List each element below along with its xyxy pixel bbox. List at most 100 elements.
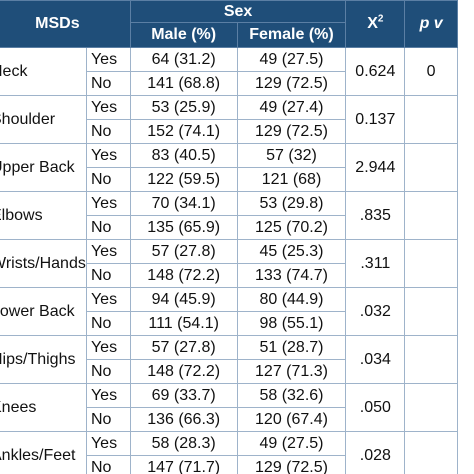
- chi-square-cell: 0.137: [345, 95, 406, 144]
- chi-square-cell: .835: [345, 191, 406, 240]
- chi-square-header-sup: 2: [377, 13, 384, 25]
- yes-label-cell: Yes: [85, 431, 131, 456]
- region-cell: Upper Back: [0, 143, 87, 192]
- male-no-cell: 111 (54.1): [129, 311, 238, 336]
- female-no-cell: 125 (70.2): [236, 215, 347, 240]
- male-no-cell: 148 (72.2): [129, 263, 238, 288]
- male-no-cell: 136 (66.3): [129, 407, 238, 432]
- male-no-cell: 147 (71.7): [129, 455, 238, 474]
- p-value-cell: [404, 95, 458, 144]
- region-cell: Neck: [0, 47, 87, 96]
- female-yes-cell: 49 (27.5): [236, 431, 347, 456]
- no-label-cell: No: [85, 71, 131, 96]
- table-row: No 148 (72.2) 133 (74.7): [0, 263, 458, 288]
- table-row: No 122 (59.5) 121 (68): [0, 167, 458, 192]
- table-row: KneesYes69 (33.7)58 (32.6).050: [0, 383, 458, 432]
- table-row: No 141 (68.8) 129 (72.5): [0, 71, 458, 96]
- p-value-header-text: p v: [419, 15, 443, 32]
- chi-square-header-text: X: [367, 15, 378, 32]
- female-no-cell: 129 (72.5): [236, 455, 347, 474]
- no-label-cell: No: [85, 119, 131, 144]
- yes-label-cell: Yes: [85, 143, 131, 168]
- msds-header: MSDs: [0, 0, 131, 48]
- chi-square-cell: .050: [345, 383, 406, 432]
- p-value-cell: [404, 383, 458, 432]
- female-yes-cell: 57 (32): [236, 143, 347, 168]
- chi-square-header: X2: [345, 0, 406, 48]
- male-yes-cell: 64 (31.2): [129, 47, 238, 72]
- table-row: ElbowsYes70 (34.1)53 (29.8).835: [0, 191, 458, 240]
- p-value-cell: [404, 143, 458, 192]
- male-no-cell: 152 (74.1): [129, 119, 238, 144]
- table-row: No 152 (74.1) 129 (72.5): [0, 119, 458, 144]
- p-value-cell: [404, 191, 458, 240]
- p-value-cell: [404, 239, 458, 288]
- region-cell: Knees: [0, 383, 87, 432]
- yes-label-cell: Yes: [85, 383, 131, 408]
- table-row: Wrists/Hands Yes 57 (27.8) 45 (25.3) .311: [0, 239, 458, 288]
- region-cell: Lower Back: [0, 287, 87, 336]
- table-row: ShoulderYes53 (25.9)49 (27.4)0.137: [0, 95, 458, 144]
- no-label-cell: No: [85, 359, 131, 384]
- chi-square-cell: .311: [345, 239, 406, 288]
- no-label-cell: No: [85, 215, 131, 240]
- female-no-cell: 129 (72.5): [236, 119, 347, 144]
- male-yes-cell: 53 (25.9): [129, 95, 238, 120]
- chi-square-cell: .028: [345, 431, 406, 474]
- female-yes-cell: 58 (32.6): [236, 383, 347, 408]
- no-label-cell: No: [85, 455, 131, 474]
- no-label-cell: No: [85, 311, 131, 336]
- female-yes-cell: 51 (28.7): [236, 335, 347, 360]
- sex-header: Sex: [129, 0, 347, 23]
- chi-square-cell: 2.944: [345, 143, 406, 192]
- male-no-cell: 141 (68.8): [129, 71, 238, 96]
- yes-label-cell: Yes: [85, 95, 131, 120]
- female-yes-cell: 80 (44.9): [236, 287, 347, 312]
- male-header: Male (%): [129, 22, 238, 48]
- male-yes-cell: 57 (27.8): [129, 239, 238, 264]
- male-yes-cell: 94 (45.9): [129, 287, 238, 312]
- male-yes-cell: 57 (27.8): [129, 335, 238, 360]
- no-label-cell: No: [85, 407, 131, 432]
- female-yes-cell: 45 (25.3): [236, 239, 347, 264]
- yes-label-cell: Yes: [85, 191, 131, 216]
- chi-square-cell: .032: [345, 287, 406, 336]
- p-value-cell: 0: [404, 47, 458, 96]
- male-yes-cell: 69 (33.7): [129, 383, 238, 408]
- female-yes-cell: 49 (27.5): [236, 47, 347, 72]
- p-value-header: p v: [404, 0, 458, 48]
- region-cell: Hips/Thighs: [0, 335, 87, 384]
- male-no-cell: 148 (72.2): [129, 359, 238, 384]
- table-row: No 136 (66.3) 120 (67.4): [0, 407, 458, 432]
- female-yes-cell: 53 (29.8): [236, 191, 347, 216]
- female-no-cell: 121 (68): [236, 167, 347, 192]
- region-cell: Wrists/Hands: [0, 239, 87, 288]
- female-no-cell: 127 (71.3): [236, 359, 347, 384]
- yes-label-cell: Yes: [85, 239, 131, 264]
- male-yes-cell: 70 (34.1): [129, 191, 238, 216]
- table-row: No 135 (65.9) 125 (70.2): [0, 215, 458, 240]
- chi-square-cell: 0.624: [345, 47, 406, 96]
- p-value-cell: [404, 335, 458, 384]
- female-no-cell: 98 (55.1): [236, 311, 347, 336]
- female-no-cell: 120 (67.4): [236, 407, 347, 432]
- chi-square-cell: .034: [345, 335, 406, 384]
- region-cell: Shoulder: [0, 95, 87, 144]
- male-no-cell: 122 (59.5): [129, 167, 238, 192]
- female-header: Female (%): [236, 22, 347, 48]
- table-row: No 147 (71.7) 129 (72.5): [0, 455, 458, 474]
- table-header: MSDs Sex X2 p v Male (%) Female (%): [0, 0, 458, 48]
- yes-label-cell: Yes: [85, 335, 131, 360]
- region-cell: Elbows: [0, 191, 87, 240]
- male-yes-cell: 58 (28.3): [129, 431, 238, 456]
- no-label-cell: No: [85, 263, 131, 288]
- female-no-cell: 133 (74.7): [236, 263, 347, 288]
- p-value-cell: [404, 431, 458, 474]
